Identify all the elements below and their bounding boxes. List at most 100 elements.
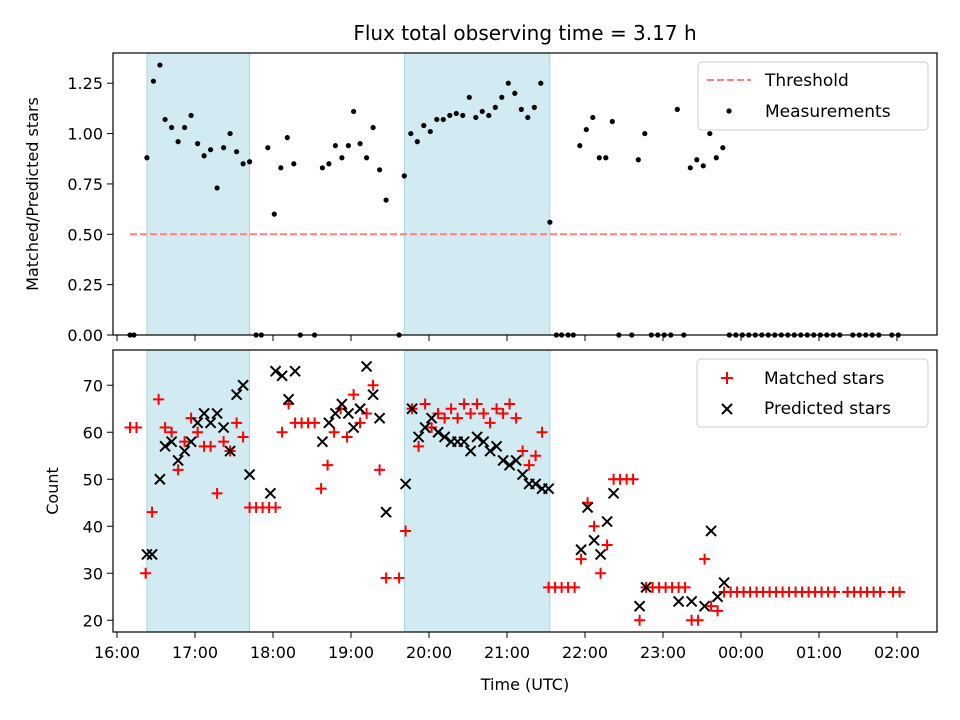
matched-star-point [426, 422, 438, 434]
predicted-star-point [711, 591, 724, 603]
measurement-point [577, 143, 583, 149]
matched-star-point [393, 572, 405, 584]
matched-star-point [705, 600, 717, 612]
measurement-point [188, 112, 194, 119]
measurement-point [383, 197, 389, 203]
predicted-star-point [432, 426, 444, 438]
predicted-star-point [264, 487, 277, 500]
predicted-star-point [204, 417, 217, 429]
measurement-point [265, 145, 271, 151]
count-legend-box [696, 358, 929, 428]
y-tick-label: 30 [83, 564, 103, 583]
legend-threshold-label: Threshold [764, 71, 849, 91]
measurement-point [505, 80, 511, 86]
predicted-star-point [406, 403, 418, 415]
measurement-point [609, 118, 615, 125]
measurement-point [590, 114, 596, 121]
measurement-point [175, 139, 181, 145]
y-tick-label: 1.00 [67, 125, 103, 144]
ratio-panel: 0.00 0.25 0.50 0.75 1.00 1.25 Matched/Predict… [23, 52, 938, 345]
measurement-point [339, 155, 345, 161]
legend-matched-label: Matched stars [764, 369, 884, 389]
predicted-star-point [698, 600, 711, 612]
measurement-point [427, 128, 433, 135]
matched-star-point [361, 407, 373, 419]
matched-star-point [699, 553, 711, 565]
predicted-star-point [336, 398, 348, 410]
predicted-star-point [581, 501, 594, 514]
matched-star-point [205, 440, 217, 452]
measurement-point [319, 165, 325, 171]
y-tick-label: 50 [83, 470, 103, 489]
matched-star-point [341, 431, 353, 443]
x-tick-label: 02:00 [874, 643, 920, 662]
predicted-star-point [458, 435, 470, 448]
measurement-point [512, 90, 518, 96]
measurement-point [421, 122, 427, 129]
matched-star-point [400, 525, 412, 537]
matched-star-point [179, 436, 191, 448]
predicted-star-point [380, 506, 392, 518]
matched-star-point [211, 487, 223, 499]
count-panel: 20 30 40 50 60 70 16:00 17:00 18:00 19:00 20:00 21… [43, 349, 938, 662]
measurement-point [466, 94, 472, 100]
predicted-star-points [141, 360, 730, 612]
predicted-star-point [217, 421, 230, 434]
predicted-star-point [718, 576, 730, 589]
measurement-point [596, 155, 602, 161]
measurement-point [547, 219, 553, 225]
shaded-interval [403, 349, 551, 633]
legend-measurement-label: Measurements [765, 102, 891, 122]
y-tick-label: 0.00 [67, 326, 103, 345]
predicted-star-point [323, 417, 335, 429]
predicted-star-point [529, 478, 542, 490]
measurement-point [687, 165, 693, 171]
measurement-point [486, 112, 492, 119]
matched-star-point [445, 403, 457, 415]
x-tick-label: 00:00 [718, 643, 764, 662]
measurement-point [674, 106, 680, 112]
measurement-point [169, 124, 175, 131]
matched-star-points [124, 379, 906, 626]
measurement-point [162, 116, 168, 123]
matched-star-point [536, 426, 548, 438]
predicted-star-point [178, 445, 191, 457]
matched-star-point [348, 389, 360, 401]
matched-star-point [218, 436, 230, 448]
matched-star-point [634, 614, 646, 626]
predicted-star-point [497, 454, 509, 467]
y-tick-label: 0.50 [67, 225, 103, 244]
measurement-point [370, 124, 376, 131]
measurement-point [291, 161, 297, 167]
predicted-star-point [289, 365, 301, 377]
matched-star-point [601, 539, 613, 551]
y-tick-label: 0.75 [67, 175, 103, 194]
measurement-point [473, 114, 479, 121]
predicted-star-point [607, 487, 620, 500]
matched-star-point [185, 412, 197, 424]
count-legend: Matched stars Predicted stars [696, 358, 929, 428]
matched-star-point [458, 398, 470, 410]
measurement-point [700, 163, 706, 169]
predicted-star-point [198, 407, 210, 420]
measurement-point [635, 157, 641, 163]
predicted-star-point [269, 365, 282, 377]
y-tick-label: 70 [83, 376, 103, 395]
matched-star-point [523, 459, 535, 471]
measurement-point [479, 108, 485, 115]
predicted-star-point [230, 388, 243, 401]
x-tick-label: 20:00 [406, 643, 452, 662]
ratio-y-axis-label: Matched/Predicted stars [23, 97, 42, 291]
measurement-point [408, 130, 414, 137]
predicted-star-point [575, 544, 587, 556]
predicted-star-point [705, 525, 717, 537]
predicted-star-point [412, 431, 425, 443]
matched-star-point [829, 586, 841, 598]
predicted-star-point [438, 431, 451, 443]
predicted-star-point [276, 370, 288, 382]
matched-star-point [874, 586, 886, 598]
matched-star-point [569, 581, 581, 593]
measurement-point [525, 114, 531, 121]
measurement-point [208, 147, 214, 153]
